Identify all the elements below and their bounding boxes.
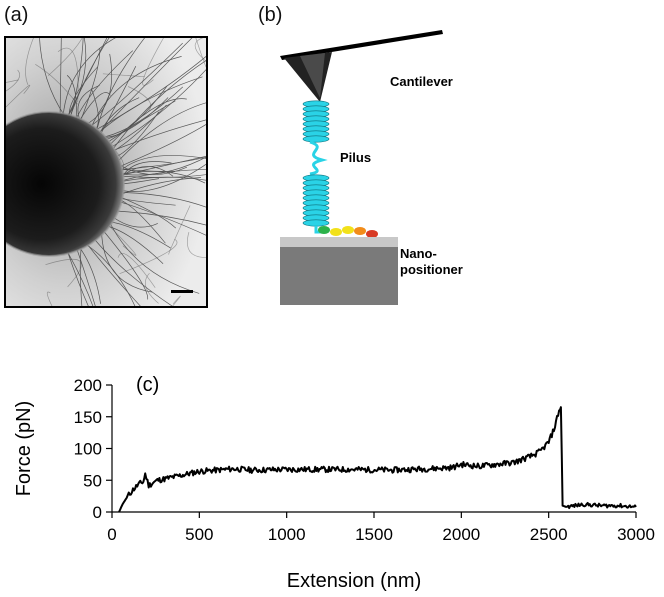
micrograph-image xyxy=(4,36,208,308)
x-tick-label: 2000 xyxy=(442,525,480,544)
afm-schematic: Cantilever Pilus Nano- positioner xyxy=(280,30,463,305)
pilus-uncoiled-segment xyxy=(309,140,328,176)
x-tick-label: 2500 xyxy=(530,525,568,544)
pilus-label: Pilus xyxy=(340,150,371,165)
scale-bar xyxy=(171,290,193,293)
x-tick-label: 1500 xyxy=(355,525,393,544)
x-axis-label: Extension (nm) xyxy=(287,570,422,592)
bacterial-cell xyxy=(4,112,124,256)
y-tick-label: 100 xyxy=(74,440,102,459)
surface-layer xyxy=(280,237,398,247)
panel-b-label: (b) xyxy=(258,4,283,26)
nanopositioner-block xyxy=(280,247,398,305)
x-tick-label: 0 xyxy=(107,525,116,544)
x-tick-label: 500 xyxy=(185,525,213,544)
panel-c-label: (c) xyxy=(136,374,159,396)
panel-a-label: (a) xyxy=(4,4,29,26)
cantilever-label: Cantilever xyxy=(390,74,453,89)
y-tick-label: 200 xyxy=(74,376,102,395)
y-tick-label: 0 xyxy=(93,503,102,522)
force-curve-line xyxy=(118,406,637,513)
x-tick-label: 1000 xyxy=(268,525,306,544)
y-tick-label: 150 xyxy=(74,408,102,427)
cantilever-beam xyxy=(280,30,443,60)
pilus-helix-upper xyxy=(302,100,330,143)
pilus-helix-lower xyxy=(302,174,330,234)
adhesin-domains xyxy=(318,226,378,238)
x-tick-label: 3000 xyxy=(617,525,655,544)
nanopositioner-label-line1: Nano- xyxy=(400,246,437,261)
y-tick-label: 50 xyxy=(83,471,102,490)
y-axis-label: Force (pN) xyxy=(13,401,35,497)
nanopositioner-label-line2: positioner xyxy=(400,262,463,277)
